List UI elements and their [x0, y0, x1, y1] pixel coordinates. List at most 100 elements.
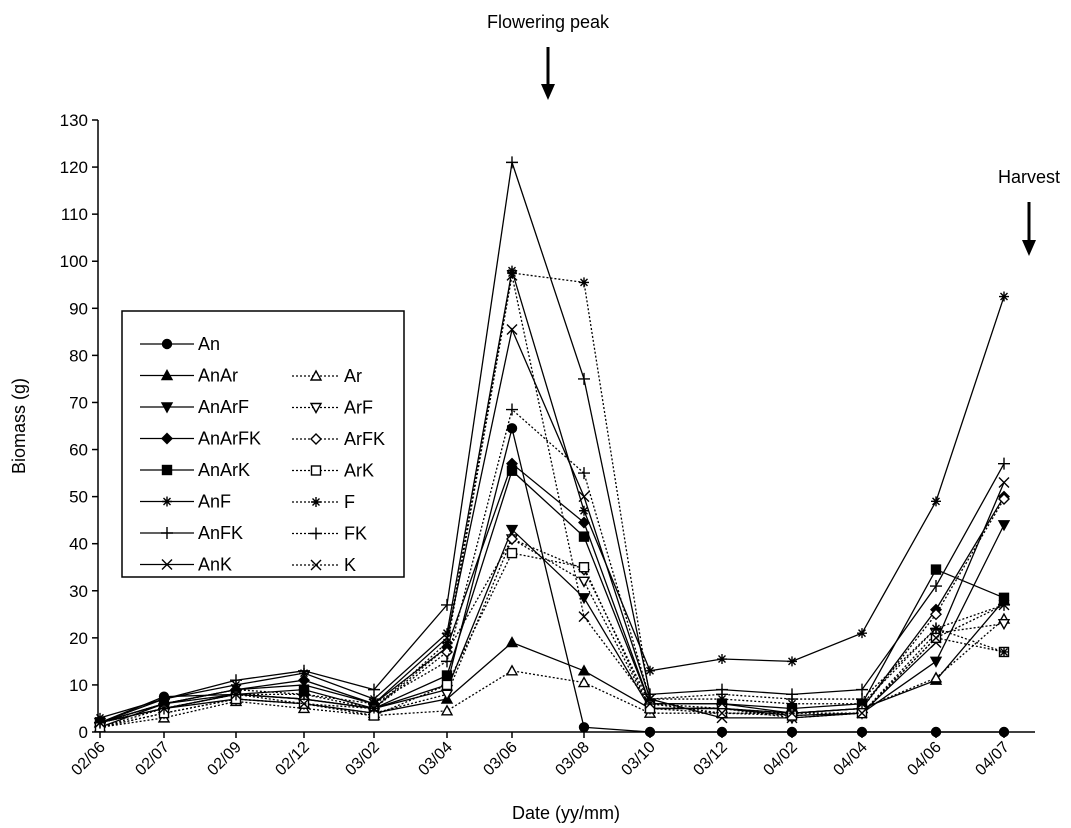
legend-label: F — [344, 492, 355, 512]
y-axis-label: Biomass (g) — [9, 378, 29, 474]
legend-label: AnK — [198, 555, 232, 575]
annotation: Flowering peak — [487, 12, 610, 100]
annotation-label: Harvest — [998, 167, 1060, 187]
data-point — [997, 520, 1011, 532]
series-line — [99, 270, 1005, 719]
data-point — [440, 689, 454, 701]
data-point — [161, 464, 173, 476]
y-tick-label: 80 — [69, 346, 88, 365]
data-point — [930, 632, 942, 644]
data-point — [716, 726, 728, 738]
y-tick-label: 40 — [69, 535, 88, 554]
data-point — [506, 465, 518, 476]
x-tick-label: 03/12 — [690, 739, 730, 779]
x-tick-label: 03/06 — [480, 739, 520, 779]
x-tick-label: 03/08 — [552, 739, 592, 779]
y-tick-label: 70 — [69, 393, 88, 412]
data-point — [856, 726, 868, 738]
data-point — [505, 664, 519, 676]
data-point — [577, 576, 591, 588]
data-point — [716, 707, 728, 719]
annotation: Harvest — [998, 167, 1060, 256]
legend: An AnAr AnArF AnArFK AnArK AnF AnFK AnK Ar ArF ArF… — [121, 310, 405, 578]
legend-label: ArFK — [344, 429, 385, 449]
x-tick-label: 02/12 — [272, 739, 312, 779]
legend-label: FK — [344, 524, 367, 544]
data-point — [579, 505, 589, 516]
data-point — [786, 707, 798, 719]
data-point — [311, 497, 321, 507]
y-tick-label: 10 — [69, 676, 88, 695]
data-point — [442, 628, 452, 639]
data-point — [368, 702, 380, 714]
data-point — [578, 562, 590, 573]
data-point — [644, 698, 656, 710]
data-point — [442, 637, 452, 648]
y-tick-label: 30 — [69, 582, 88, 601]
data-point — [577, 676, 591, 688]
data-point — [998, 457, 1010, 470]
x-tick-label: 03/02 — [342, 739, 382, 779]
data-point — [645, 665, 655, 676]
data-point — [578, 491, 590, 503]
data-point — [161, 559, 173, 570]
x-tick-label: 02/07 — [132, 739, 172, 779]
data-point — [929, 671, 943, 683]
legend-label: AnArK — [198, 460, 250, 480]
data-point — [998, 726, 1010, 738]
data-point — [644, 726, 656, 738]
series-line — [99, 275, 1005, 724]
data-point — [930, 622, 942, 635]
data-point — [930, 580, 942, 593]
data-point — [997, 619, 1011, 631]
x-tick-label: 04/04 — [830, 739, 870, 779]
x-tick-label: 04/06 — [904, 739, 944, 779]
data-point — [158, 702, 170, 714]
data-point — [578, 722, 590, 733]
legend-label: K — [344, 555, 356, 575]
data-point — [998, 599, 1010, 611]
data-point — [160, 369, 174, 381]
data-point — [506, 323, 518, 335]
data-point — [310, 559, 322, 571]
data-point — [441, 679, 453, 691]
data-point — [998, 476, 1010, 488]
annotations: Flowering peak Harvest — [487, 12, 1060, 256]
data-point — [787, 656, 797, 667]
y-tick-label: 110 — [61, 205, 88, 224]
x-tick-label: 03/10 — [618, 739, 658, 779]
data-point — [999, 646, 1009, 657]
data-point — [578, 611, 590, 623]
data-point — [856, 693, 868, 706]
data-point — [162, 496, 172, 507]
data-point — [310, 527, 322, 540]
data-point — [440, 704, 454, 716]
y-tick-label: 90 — [69, 299, 88, 318]
data-point — [94, 717, 106, 729]
legend-label: ArF — [344, 398, 373, 418]
data-point — [505, 524, 519, 537]
data-point — [929, 656, 943, 668]
data-point — [644, 703, 656, 714]
y-tick-label: 50 — [69, 488, 88, 507]
data-point — [161, 432, 173, 445]
data-point — [309, 402, 323, 414]
data-point — [786, 710, 798, 721]
data-point — [309, 369, 323, 381]
series-FK — [94, 403, 1010, 729]
data-point — [441, 598, 453, 611]
legend-label: AnArFK — [198, 429, 261, 449]
x-tick-label: 02/06 — [68, 739, 108, 779]
data-point — [368, 683, 380, 696]
data-point — [298, 688, 310, 701]
data-point — [578, 467, 590, 480]
data-point — [930, 564, 942, 575]
data-point — [786, 693, 798, 706]
data-point — [506, 547, 518, 559]
y-tick-label: 60 — [69, 441, 88, 460]
legend-label: AnArF — [198, 397, 249, 417]
data-point — [310, 433, 322, 445]
x-ticks: 02/06 02/07 02/09 02/12 03/02 03/04 03/06 03/08… — [68, 732, 1013, 779]
x-axis-label: Date (yy/mm) — [512, 803, 620, 823]
